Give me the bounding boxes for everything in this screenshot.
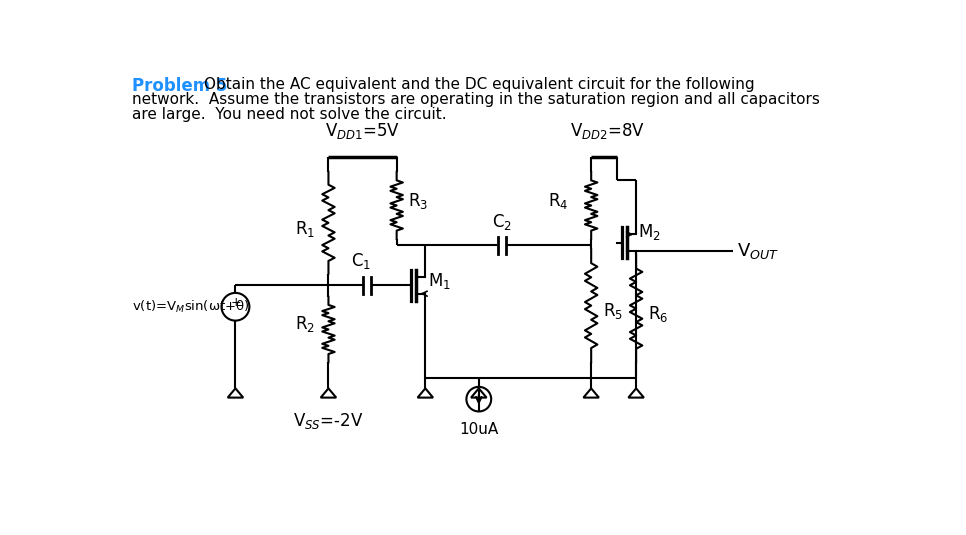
Text: M$_1$: M$_1$: [428, 271, 450, 292]
Text: R$_2$: R$_2$: [296, 314, 315, 334]
Text: R$_5$: R$_5$: [603, 301, 623, 322]
Text: +: +: [230, 296, 241, 309]
Text: R$_1$: R$_1$: [296, 219, 315, 239]
Text: v(t)=V$_M$sin(ωt+θ): v(t)=V$_M$sin(ωt+θ): [132, 299, 250, 315]
Text: C$_1$: C$_1$: [351, 251, 371, 271]
Text: M$_2$: M$_2$: [639, 222, 661, 242]
Text: R$_4$: R$_4$: [548, 191, 568, 211]
Text: R$_3$: R$_3$: [409, 191, 429, 211]
Text: V$_{SS}$=-2V: V$_{SS}$=-2V: [293, 411, 364, 431]
Text: V$_{DD2}$=8V: V$_{DD2}$=8V: [570, 121, 645, 141]
Text: Problem 5: Problem 5: [132, 77, 228, 95]
Text: C$_2$: C$_2$: [492, 212, 512, 232]
Text: R$_6$: R$_6$: [648, 304, 668, 324]
Text: network.  Assume the transistors are operating in the saturation region and all : network. Assume the transistors are oper…: [132, 92, 820, 107]
Text: 10uA: 10uA: [459, 422, 498, 437]
Text: V$_{DD1}$=5V: V$_{DD1}$=5V: [325, 121, 400, 141]
Text: V$_{OUT}$: V$_{OUT}$: [737, 241, 779, 261]
Text: Obtain the AC equivalent and the DC equivalent circuit for the following: Obtain the AC equivalent and the DC equi…: [205, 77, 755, 93]
Text: are large.  You need not solve the circuit.: are large. You need not solve the circui…: [132, 106, 447, 121]
